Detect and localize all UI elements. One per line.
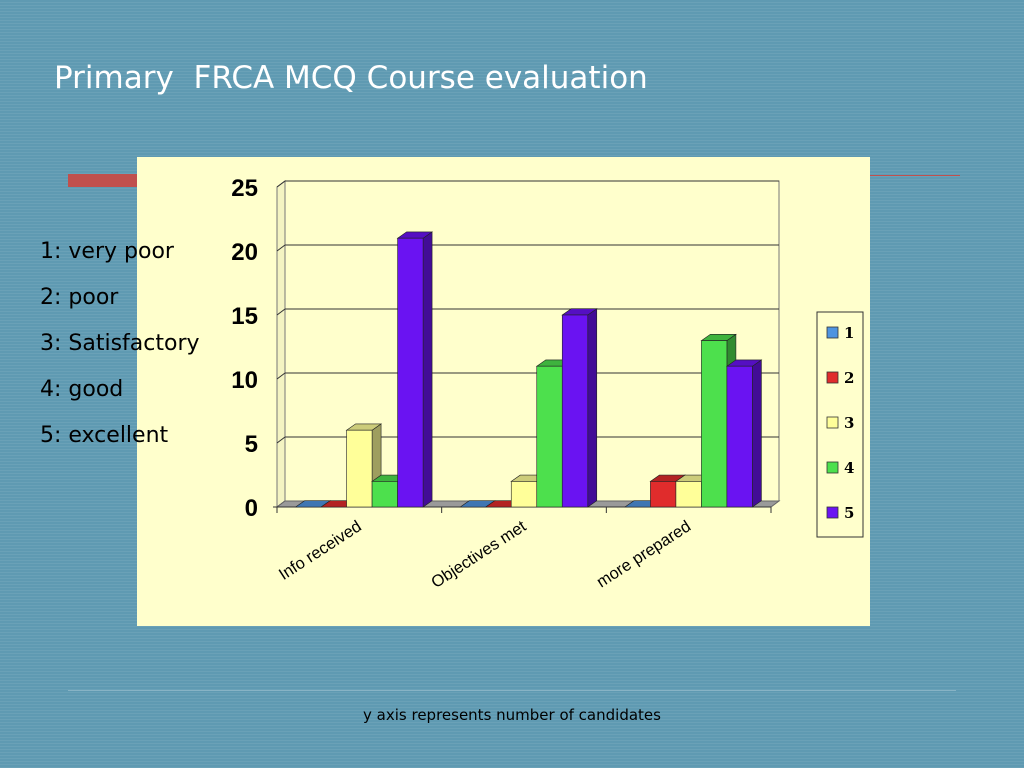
chart-panel: 0 5 10 15 20 25 Info received Objectives met mor… bbox=[137, 157, 870, 626]
legend-swatch bbox=[826, 326, 839, 339]
bar bbox=[371, 481, 398, 508]
legend-swatch bbox=[826, 506, 839, 519]
title-accent-bar bbox=[68, 174, 138, 187]
series-legend bbox=[816, 311, 864, 538]
bar bbox=[726, 365, 753, 508]
legend-label: 2 bbox=[844, 369, 854, 387]
x-category-label: more prepared bbox=[594, 517, 695, 591]
gridline-depth bbox=[276, 372, 286, 380]
footer-divider bbox=[68, 690, 956, 691]
y-tick-label: 15 bbox=[231, 303, 258, 330]
y-tick-label: 0 bbox=[245, 495, 258, 522]
gridline-depth bbox=[276, 244, 286, 252]
y-tick-label: 20 bbox=[231, 239, 258, 266]
bar bbox=[650, 481, 677, 508]
slide-title: Primary FRCA MCQ Course evaluation bbox=[54, 60, 648, 96]
x-category-label: Info received bbox=[276, 517, 365, 584]
legend-label: 5 bbox=[844, 504, 854, 522]
bar bbox=[701, 340, 728, 508]
legend-label: 3 bbox=[844, 414, 854, 432]
footnote: y axis represents number of candidates bbox=[363, 706, 661, 724]
bar bbox=[536, 365, 563, 508]
bar bbox=[561, 314, 589, 508]
rating-scale-legend: 1: very poor 2: poor 3: Satisfactory 4: … bbox=[40, 229, 200, 459]
y-tick-label: 25 bbox=[231, 175, 258, 202]
rating-scale-item: 5: excellent bbox=[40, 423, 169, 448]
legend-swatch bbox=[826, 461, 839, 474]
rating-scale-item: 2: poor bbox=[40, 285, 119, 310]
rating-scale-item: 3: Satisfactory bbox=[40, 331, 200, 356]
title-accent-line bbox=[870, 175, 960, 176]
y-tick-label: 10 bbox=[231, 367, 258, 394]
bar bbox=[346, 429, 373, 508]
gridline-depth bbox=[276, 436, 286, 444]
rating-scale-item: 1: very poor bbox=[40, 239, 174, 264]
gridline-depth bbox=[276, 180, 286, 188]
x-category-label: Objectives met bbox=[428, 517, 530, 592]
legend-swatch bbox=[826, 371, 839, 384]
chart-side-wall bbox=[276, 180, 286, 508]
y-tick-label: 5 bbox=[245, 431, 258, 458]
bar-side bbox=[752, 359, 762, 508]
bar-side bbox=[587, 308, 598, 508]
legend-swatch bbox=[826, 416, 839, 429]
gridline-depth bbox=[276, 308, 286, 316]
bar bbox=[675, 481, 702, 508]
bar bbox=[397, 237, 424, 508]
legend-label: 1 bbox=[844, 324, 854, 342]
legend-label: 4 bbox=[844, 459, 854, 477]
bar bbox=[510, 481, 538, 508]
rating-scale-item: 4: good bbox=[40, 377, 124, 402]
bar-side bbox=[422, 231, 433, 508]
